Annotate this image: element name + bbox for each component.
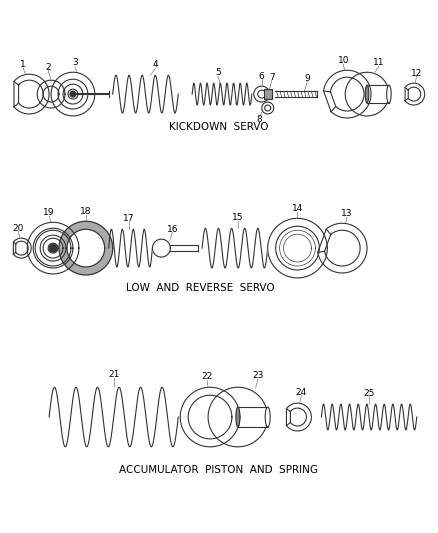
Ellipse shape: [387, 85, 391, 103]
Ellipse shape: [236, 407, 240, 427]
Text: 3: 3: [72, 58, 78, 67]
Polygon shape: [279, 230, 315, 266]
Polygon shape: [14, 238, 31, 258]
Text: 15: 15: [232, 213, 244, 222]
Polygon shape: [180, 387, 240, 447]
Text: 25: 25: [364, 389, 375, 398]
Ellipse shape: [265, 407, 270, 427]
Text: KICKDOWN  SERVO: KICKDOWN SERVO: [169, 122, 269, 132]
Polygon shape: [286, 403, 311, 431]
Polygon shape: [43, 238, 63, 258]
Polygon shape: [405, 83, 425, 105]
Text: 18: 18: [80, 207, 92, 216]
Polygon shape: [324, 70, 371, 118]
Text: 21: 21: [108, 370, 120, 379]
Text: 1: 1: [21, 60, 26, 69]
Polygon shape: [35, 230, 71, 266]
Text: 24: 24: [296, 387, 307, 397]
Polygon shape: [14, 74, 49, 114]
Polygon shape: [51, 72, 95, 116]
Text: 12: 12: [411, 69, 422, 78]
Bar: [264, 89, 272, 99]
Text: 14: 14: [292, 204, 303, 213]
Ellipse shape: [365, 85, 369, 103]
Text: 2: 2: [45, 63, 51, 72]
Polygon shape: [152, 239, 170, 257]
Polygon shape: [63, 84, 83, 104]
Polygon shape: [208, 387, 268, 447]
Polygon shape: [318, 223, 367, 273]
Text: 23: 23: [252, 371, 263, 380]
Text: 10: 10: [337, 56, 349, 65]
Text: LOW  AND  REVERSE  SERVO: LOW AND REVERSE SERVO: [126, 283, 275, 293]
Circle shape: [70, 91, 76, 97]
Text: 5: 5: [215, 68, 221, 77]
Text: 20: 20: [13, 224, 24, 233]
Text: 9: 9: [304, 74, 310, 83]
Text: 6: 6: [259, 72, 265, 80]
Polygon shape: [27, 222, 79, 274]
Polygon shape: [268, 219, 327, 278]
Polygon shape: [59, 221, 113, 275]
Text: 13: 13: [342, 209, 353, 218]
Text: 22: 22: [201, 372, 213, 381]
Polygon shape: [254, 86, 270, 102]
Text: 11: 11: [373, 58, 385, 67]
Text: 7: 7: [269, 72, 275, 82]
Circle shape: [49, 244, 57, 252]
Text: 19: 19: [43, 208, 55, 217]
Text: 4: 4: [152, 60, 158, 69]
Polygon shape: [37, 80, 65, 108]
Text: 8: 8: [257, 116, 263, 124]
Polygon shape: [345, 72, 389, 116]
Text: 16: 16: [166, 225, 178, 234]
Text: ACCUMULATOR  PISTON  AND  SPRING: ACCUMULATOR PISTON AND SPRING: [120, 465, 318, 475]
Polygon shape: [262, 102, 274, 114]
Text: 17: 17: [123, 214, 134, 223]
